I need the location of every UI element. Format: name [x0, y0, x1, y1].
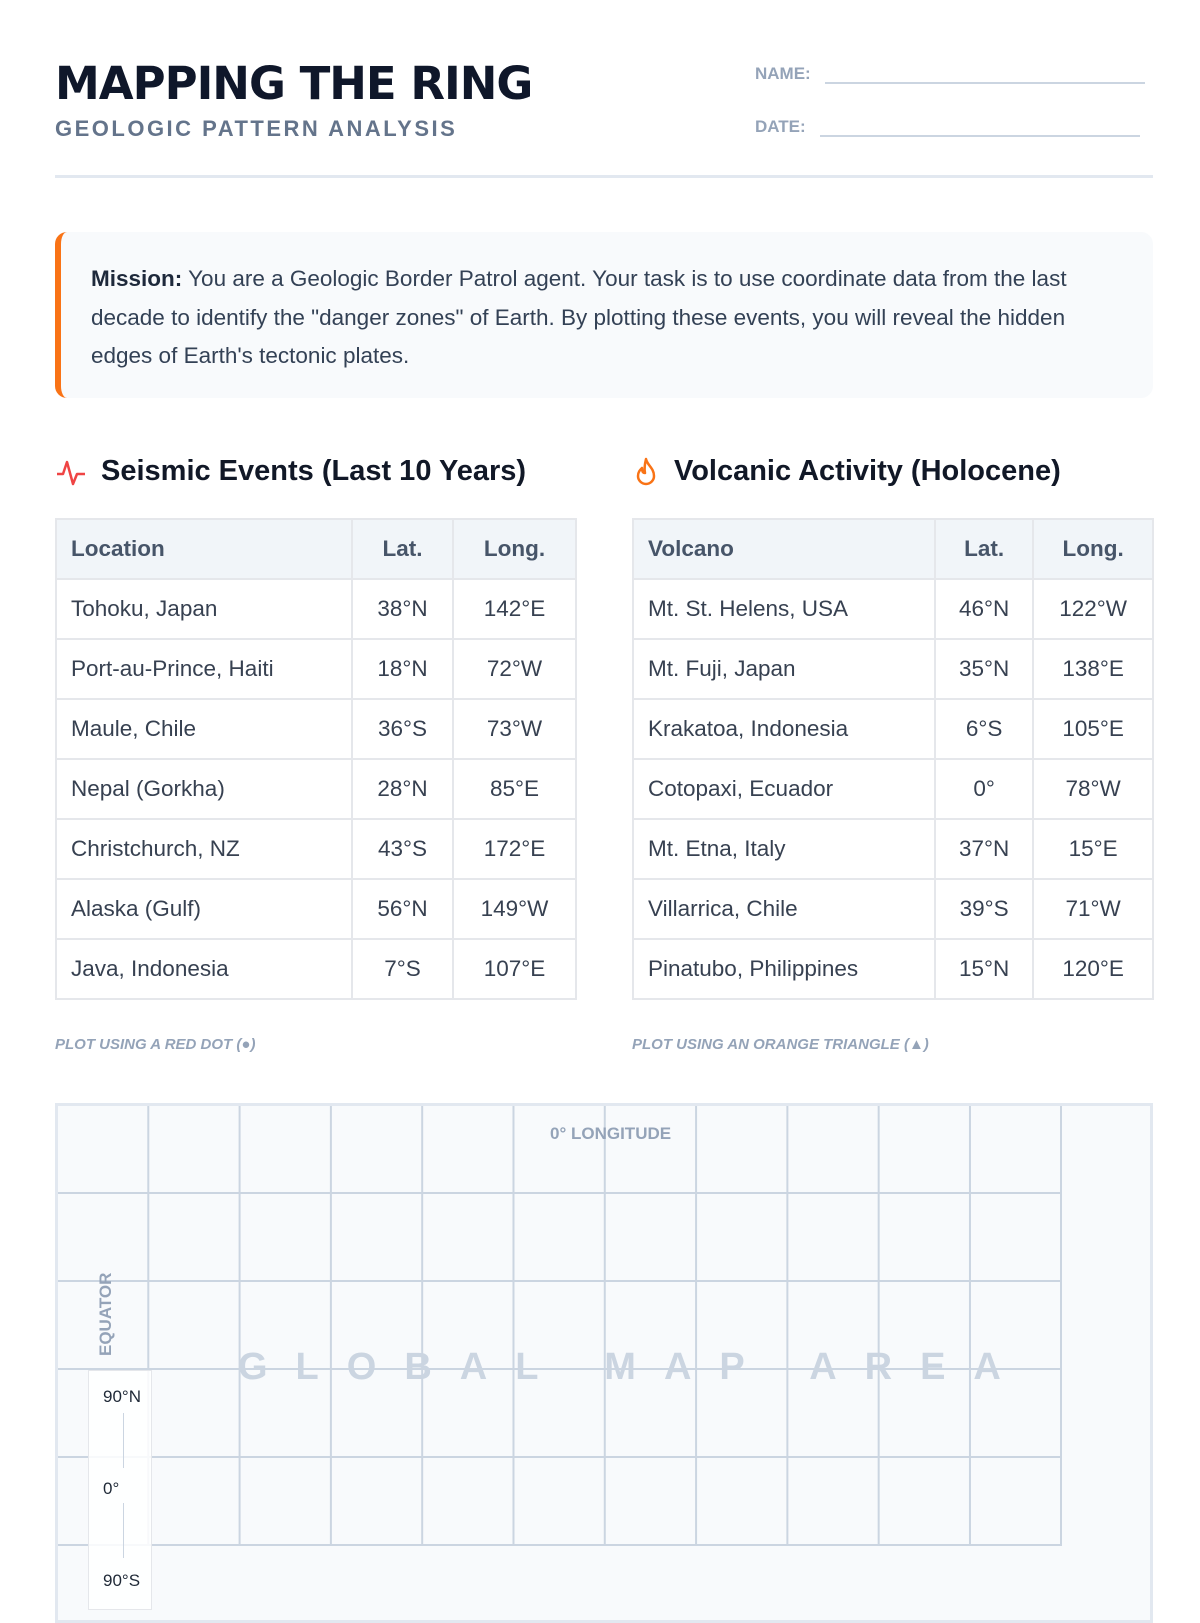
name-field[interactable]: NAME: — [755, 60, 1145, 84]
volcanic-title: Volcanic Activity (Holocene) — [674, 455, 1061, 487]
name-input-line[interactable] — [824, 60, 1145, 84]
cell-long: 149°W — [451, 878, 578, 940]
cell-name: Villarrica, Chile — [632, 878, 936, 940]
cell-name: Port-au-Prince, Haiti — [55, 638, 353, 700]
col-location: Location — [55, 518, 353, 580]
date-field[interactable]: DATE: — [755, 113, 1140, 137]
cell-lat: 28°N — [351, 758, 454, 820]
cell-lat: 15°N — [933, 938, 1035, 1000]
table-row: Maule, Chile 36°S 73°W — [55, 698, 578, 760]
cell-lat: 43°S — [351, 818, 454, 880]
cell-name: Java, Indonesia — [55, 938, 353, 1000]
table-row: Tohoku, Japan 38°N 142°E — [55, 578, 578, 640]
cell-name: Christchurch, NZ — [55, 818, 353, 880]
cell-lat: 35°N — [933, 638, 1035, 700]
cell-lat: 56°N — [351, 878, 454, 940]
cell-lat: 37°N — [933, 818, 1035, 880]
cell-name: Mt. Etna, Italy — [632, 818, 936, 880]
cell-lat: 36°S — [351, 698, 454, 760]
cell-name: Nepal (Gorkha) — [55, 758, 353, 820]
cell-long: 105°E — [1032, 698, 1154, 760]
table-header-row: Volcano Lat. Long. — [632, 518, 1154, 580]
col-long: Long. — [451, 518, 578, 580]
mission-label: Mission: — [91, 266, 183, 291]
map-grid — [58, 1106, 1062, 1546]
cell-long: 78°W — [1032, 758, 1154, 820]
mission-box: Mission: You are a Geologic Border Patro… — [55, 232, 1153, 398]
seismic-table: Location Lat. Long. Tohoku, Japan 38°N 142°E… — [55, 518, 578, 1000]
table-row: Nepal (Gorkha) 28°N 85°E — [55, 758, 578, 820]
cell-lat: 7°S — [351, 938, 454, 1000]
cell-long: 107°E — [451, 938, 578, 1000]
cell-lat: 46°N — [933, 578, 1035, 640]
page-title: MAPPING THE RING — [55, 57, 533, 110]
cell-long: 73°W — [451, 698, 578, 760]
seismic-plot-note: PLOT USING A RED DOT (●) — [55, 1036, 256, 1053]
cell-name: Alaska (Gulf) — [55, 878, 353, 940]
cell-lat: 18°N — [351, 638, 454, 700]
cell-lat: 38°N — [351, 578, 454, 640]
scale-0: 0° — [103, 1479, 120, 1498]
volcanic-section-title: Volcanic Activity (Holocene) — [632, 455, 1061, 488]
col-volcano: Volcano — [632, 518, 936, 580]
col-lat: Lat. — [933, 518, 1035, 580]
table-row: Mt. St. Helens, USA 46°N 122°W — [632, 578, 1154, 640]
volcanic-plot-note: PLOT USING AN ORANGE TRIANGLE (▲) — [632, 1036, 929, 1053]
cell-long: 120°E — [1032, 938, 1154, 1000]
table-row: Java, Indonesia 7°S 107°E — [55, 938, 578, 1000]
table-row: Krakatoa, Indonesia 6°S 105°E — [632, 698, 1154, 760]
cell-lat: 6°S — [933, 698, 1035, 760]
seismic-wave-icon — [57, 460, 85, 485]
cell-long: 142°E — [451, 578, 578, 640]
table-row: Christchurch, NZ 43°S 172°E — [55, 818, 578, 880]
table-row: Alaska (Gulf) 56°N 149°W — [55, 878, 578, 940]
cell-long: 172°E — [451, 818, 578, 880]
table-header-row: Location Lat. Long. — [55, 518, 578, 580]
col-lat: Lat. — [351, 518, 454, 580]
cell-name: Krakatoa, Indonesia — [632, 698, 936, 760]
table-row: Pinatubo, Philippines 15°N 120°E — [632, 938, 1154, 1000]
flame-icon — [636, 457, 656, 485]
cell-long: 85°E — [451, 758, 578, 820]
cell-name: Tohoku, Japan — [55, 578, 353, 640]
scale-90s: 90°S — [103, 1571, 141, 1590]
col-long: Long. — [1032, 518, 1154, 580]
cell-long: 71°W — [1032, 878, 1154, 940]
table-row: Mt. Etna, Italy 37°N 15°E — [632, 818, 1154, 880]
table-row: Villarrica, Chile 39°S 71°W — [632, 878, 1154, 940]
longitude-label: 0° LONGITUDE — [550, 1124, 672, 1143]
date-input-line[interactable] — [819, 113, 1140, 137]
cell-long: 138°E — [1032, 638, 1154, 700]
cell-long: 15°E — [1032, 818, 1154, 880]
cell-long: 72°W — [451, 638, 578, 700]
cell-long: 122°W — [1032, 578, 1154, 640]
cell-name: Pinatubo, Philippines — [632, 938, 936, 1000]
equator-label: EQUATOR — [96, 1272, 115, 1356]
page-subtitle: GEOLOGIC PATTERN ANALYSIS — [55, 116, 458, 141]
map-watermark: GLOBAL MAP AREA — [238, 1346, 1029, 1388]
cell-name: Mt. Fuji, Japan — [632, 638, 936, 700]
table-row: Port-au-Prince, Haiti 18°N 72°W — [55, 638, 578, 700]
seismic-title: Seismic Events (Last 10 Years) — [101, 455, 527, 487]
cell-name: Maule, Chile — [55, 698, 353, 760]
scale-90n: 90°N — [103, 1387, 141, 1406]
volcanic-table: Volcano Lat. Long. Mt. St. Helens, USA 46°N… — [632, 518, 1154, 1000]
cell-name: Mt. St. Helens, USA — [632, 578, 936, 640]
date-label: DATE: — [755, 117, 806, 136]
worksheet-header: MAPPING THE RING GEOLOGIC PATTERN ANALYS… — [55, 56, 1153, 178]
global-map-area[interactable]: 0° LONGITUDE EQUATOR GLOBAL MAP AREA 90°… — [55, 1103, 1153, 1623]
latitude-scale: 90°N 0° 90°S — [88, 1370, 152, 1610]
cell-name: Cotopaxi, Ecuador — [632, 758, 936, 820]
table-row: Mt. Fuji, Japan 35°N 138°E — [632, 638, 1154, 700]
table-row: Cotopaxi, Ecuador 0° 78°W — [632, 758, 1154, 820]
cell-lat: 0° — [933, 758, 1035, 820]
cell-lat: 39°S — [933, 878, 1035, 940]
mission-text: You are a Geologic Border Patrol agent. … — [91, 266, 1067, 368]
seismic-section-title: Seismic Events (Last 10 Years) — [55, 455, 526, 488]
name-label: NAME: — [755, 64, 811, 83]
